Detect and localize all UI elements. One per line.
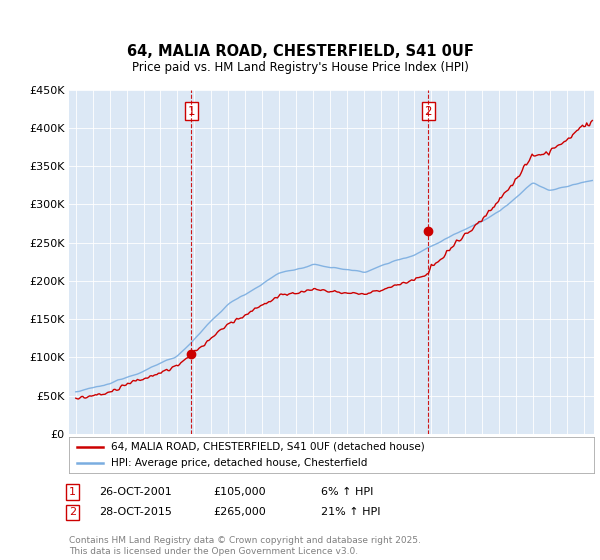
- Text: 26-OCT-2001: 26-OCT-2001: [99, 487, 172, 497]
- Text: 21% ↑ HPI: 21% ↑ HPI: [321, 507, 380, 517]
- Text: 1: 1: [69, 487, 76, 497]
- Text: HPI: Average price, detached house, Chesterfield: HPI: Average price, detached house, Ches…: [111, 459, 367, 468]
- Text: 2: 2: [69, 507, 76, 517]
- Text: Price paid vs. HM Land Registry's House Price Index (HPI): Price paid vs. HM Land Registry's House …: [131, 61, 469, 74]
- Text: 2: 2: [425, 105, 432, 118]
- Text: 28-OCT-2015: 28-OCT-2015: [99, 507, 172, 517]
- Text: Contains HM Land Registry data © Crown copyright and database right 2025.
This d: Contains HM Land Registry data © Crown c…: [69, 536, 421, 556]
- Text: £265,000: £265,000: [213, 507, 266, 517]
- Text: 64, MALIA ROAD, CHESTERFIELD, S41 0UF: 64, MALIA ROAD, CHESTERFIELD, S41 0UF: [127, 44, 473, 59]
- Text: 1: 1: [188, 105, 195, 118]
- Text: £105,000: £105,000: [213, 487, 266, 497]
- Text: 6% ↑ HPI: 6% ↑ HPI: [321, 487, 373, 497]
- Text: 64, MALIA ROAD, CHESTERFIELD, S41 0UF (detached house): 64, MALIA ROAD, CHESTERFIELD, S41 0UF (d…: [111, 442, 425, 451]
